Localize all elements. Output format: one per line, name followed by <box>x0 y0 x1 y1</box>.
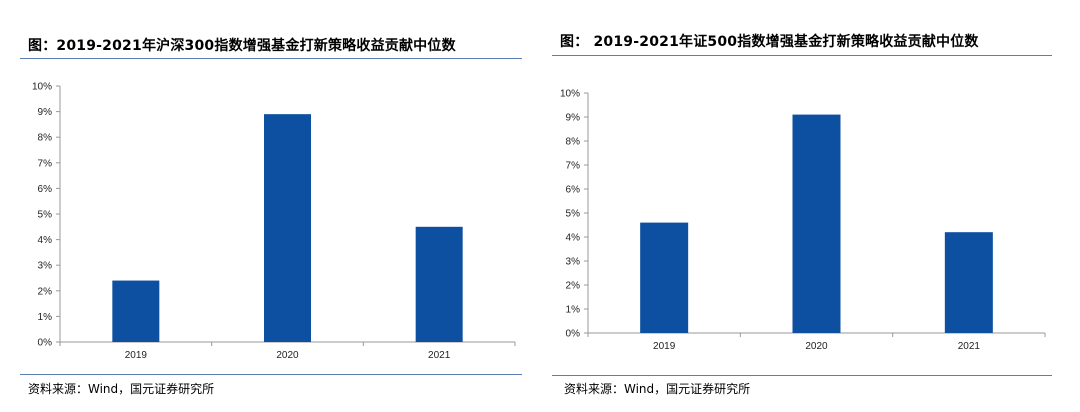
x-tick-label: 2019 <box>125 350 148 361</box>
chart-title: 图： 2019-2021年证500指数增强基金打新策略收益贡献中位数 <box>560 34 979 50</box>
y-tick-label: 2% <box>566 281 581 292</box>
y-tick-label: 8% <box>566 137 581 148</box>
chart-title: 图：2019-2021年沪深300指数增强基金打新策略收益贡献中位数 <box>28 38 456 54</box>
y-tick-label: 4% <box>38 235 53 246</box>
x-tick-label: 2021 <box>958 341 981 352</box>
y-tick-label: 5% <box>38 210 53 221</box>
y-tick-label: 2% <box>38 286 53 297</box>
y-tick-label: 9% <box>566 113 581 124</box>
source-note: 资料来源：Wind，国元证券研究所 <box>564 382 751 396</box>
y-tick-label: 1% <box>566 305 581 316</box>
y-tick-label: 8% <box>38 133 53 144</box>
y-tick-label: 7% <box>566 161 581 172</box>
bar-chart: 0% 1% 2% 3% 4% 5% 6% 7% 8% 9% 10% 2019 2020 2021 <box>32 82 516 361</box>
y-tick-label: 10% <box>560 89 580 100</box>
x-tick-label: 2020 <box>276 350 299 361</box>
y-tick-label: 10% <box>32 82 52 93</box>
y-tick-label: 6% <box>566 185 581 196</box>
y-tick-label: 0% <box>38 338 53 349</box>
y-tick-label: 9% <box>38 107 53 118</box>
bar-2019 <box>640 222 689 333</box>
y-tick-label: 7% <box>38 158 53 169</box>
chart-panel-left: 图：2019-2021年沪深300指数增强基金打新策略收益贡献中位数 0% 1% 2… <box>20 38 522 396</box>
y-tick-label: 3% <box>38 261 53 272</box>
x-tick-label: 2019 <box>653 341 676 352</box>
bar-2020 <box>792 114 841 333</box>
y-tick-label: 5% <box>566 209 581 220</box>
x-tick-label: 2021 <box>428 350 451 361</box>
y-tick-label: 3% <box>566 257 581 268</box>
y-tick-label: 4% <box>566 233 581 244</box>
source-divider <box>20 374 522 375</box>
y-tick-label: 6% <box>38 184 53 195</box>
bar-2021 <box>944 232 993 333</box>
title-divider <box>20 58 522 59</box>
chart-panel-right: 图： 2019-2021年证500指数增强基金打新策略收益贡献中位数 0% 1% 2… <box>540 0 1080 412</box>
source-note: 资料来源：Wind，国元证券研究所 <box>28 382 215 396</box>
bar-2019 <box>112 280 160 342</box>
y-tick-label: 1% <box>38 312 53 323</box>
title-divider <box>552 55 1052 56</box>
y-tick-label: 0% <box>566 329 581 340</box>
bar-2021 <box>415 226 463 342</box>
x-tick-label: 2020 <box>805 341 828 352</box>
source-divider <box>552 375 1052 376</box>
bar-chart: 0% 1% 2% 3% 4% 5% 6% 7% 8% 9% 10% 2019 2020 2021 <box>560 89 1046 352</box>
bar-2020 <box>264 114 311 342</box>
